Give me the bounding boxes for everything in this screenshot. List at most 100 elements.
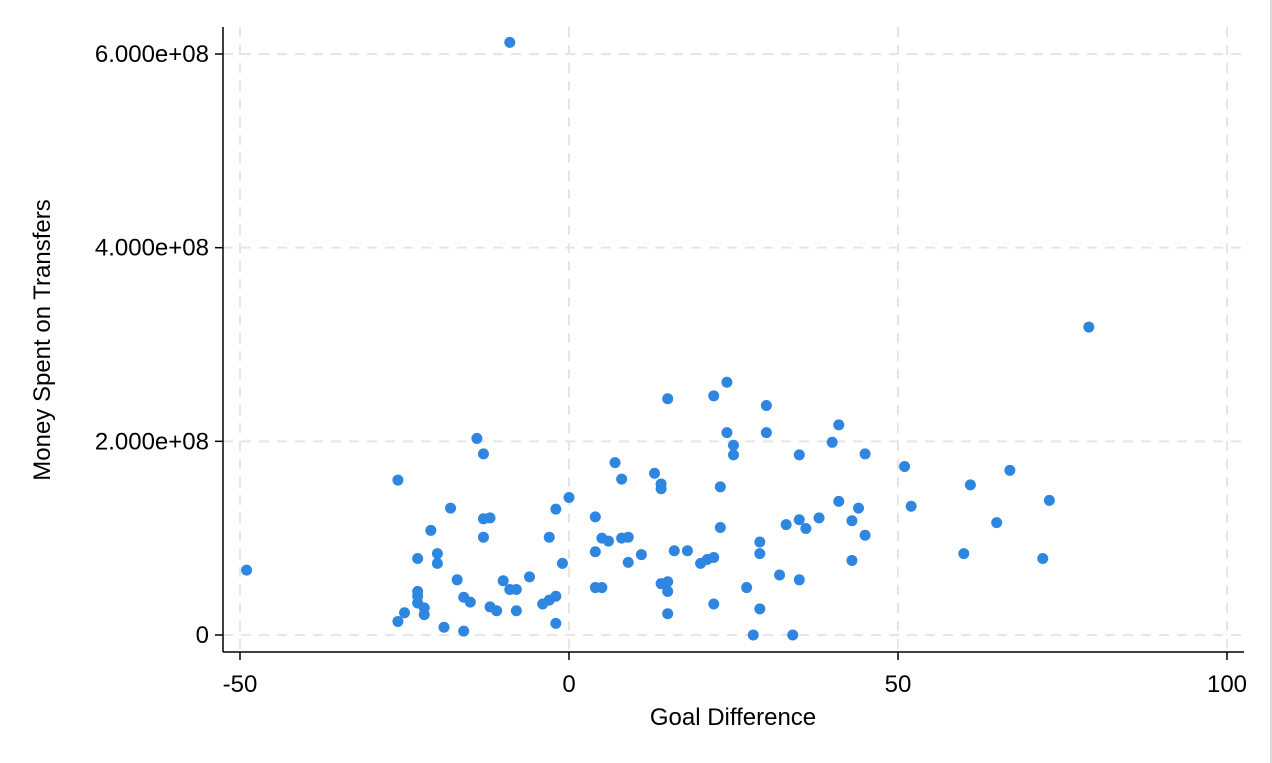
data-point [741, 582, 753, 594]
data-point [833, 495, 845, 507]
data-point [964, 479, 976, 491]
data-point [609, 457, 621, 469]
y-axis-title: Money Spent on Transfers [29, 199, 56, 480]
axis-ticks: -50 0 50 100 0 2.000e+08 4.000e+08 6.000e+08 [95, 41, 1247, 698]
data-point [392, 474, 404, 486]
data-point [241, 564, 253, 576]
data-point [754, 536, 766, 548]
data-point [602, 535, 614, 547]
data-point [635, 549, 647, 561]
y-tick-label: 2.000e+08 [95, 428, 209, 455]
data-point [622, 531, 634, 543]
data-point [747, 629, 759, 641]
data-point [622, 556, 634, 568]
data-point [662, 585, 674, 597]
data-point [793, 449, 805, 461]
data-point [550, 590, 562, 602]
data-point [556, 557, 568, 569]
data-point [728, 449, 739, 461]
data-point [471, 432, 483, 444]
data-point [708, 598, 720, 610]
x-tick-label: 100 [1207, 671, 1247, 698]
data-point [662, 608, 674, 620]
data-point [438, 621, 450, 633]
data-point [399, 607, 410, 619]
data-point [655, 483, 667, 495]
axes [222, 27, 1244, 653]
data-point [833, 419, 845, 431]
data-point [425, 524, 437, 536]
data-point [760, 400, 772, 412]
data-point [846, 515, 858, 527]
data-point [510, 605, 522, 617]
data-point [543, 531, 555, 543]
data-point [846, 554, 858, 566]
y-tick-label: 4.000e+08 [95, 235, 209, 262]
data-point [497, 575, 509, 587]
data-point [813, 512, 825, 524]
data-point [510, 583, 522, 595]
data-point [504, 36, 516, 48]
data-points [241, 36, 1095, 641]
x-axis-title: Goal Difference [650, 704, 816, 731]
grid-lines [223, 27, 1244, 652]
data-point [721, 376, 733, 388]
x-tick-label: -50 [223, 671, 258, 698]
data-point [477, 531, 489, 543]
data-point [662, 393, 674, 405]
data-point [563, 491, 575, 503]
x-tick-label: 0 [562, 671, 575, 698]
data-point [899, 461, 911, 473]
data-point [431, 557, 443, 569]
data-point [649, 467, 661, 479]
data-point [491, 605, 503, 617]
data-point [793, 514, 805, 526]
data-point [714, 522, 726, 534]
data-point [754, 548, 766, 560]
data-point [445, 502, 457, 514]
data-point [859, 448, 871, 460]
data-point [550, 503, 562, 515]
data-point [787, 629, 799, 641]
data-point [392, 615, 404, 627]
y-tick-label: 6.000e+08 [95, 41, 209, 68]
data-point [431, 548, 443, 560]
x-tick-label: 50 [885, 671, 912, 698]
data-point [464, 596, 476, 608]
data-point [451, 574, 463, 586]
data-point [477, 448, 489, 460]
data-point [681, 545, 693, 557]
data-point [714, 481, 726, 493]
data-point [859, 529, 871, 541]
data-point [793, 574, 805, 586]
data-point [412, 553, 424, 565]
data-point [1083, 321, 1095, 333]
data-point [708, 552, 720, 564]
data-point [991, 517, 1003, 529]
data-point [1043, 494, 1055, 506]
data-point [589, 511, 601, 523]
data-point [826, 436, 838, 448]
window-edge [1270, 0, 1272, 763]
data-point [721, 427, 733, 439]
data-point [774, 569, 786, 581]
data-point [905, 500, 917, 512]
data-point [800, 522, 812, 534]
data-point [668, 545, 680, 557]
data-point [616, 473, 628, 485]
data-point [780, 519, 792, 531]
data-point [1037, 553, 1049, 565]
data-point [589, 546, 601, 558]
data-point [760, 427, 772, 439]
data-point [596, 582, 608, 594]
data-point [458, 625, 470, 637]
data-point [1004, 464, 1016, 476]
data-point [662, 576, 674, 588]
data-point [754, 603, 766, 615]
data-point [728, 439, 739, 451]
data-point [550, 617, 562, 629]
data-point [853, 502, 865, 514]
data-point [708, 390, 720, 402]
y-tick-label: 0 [196, 622, 209, 649]
